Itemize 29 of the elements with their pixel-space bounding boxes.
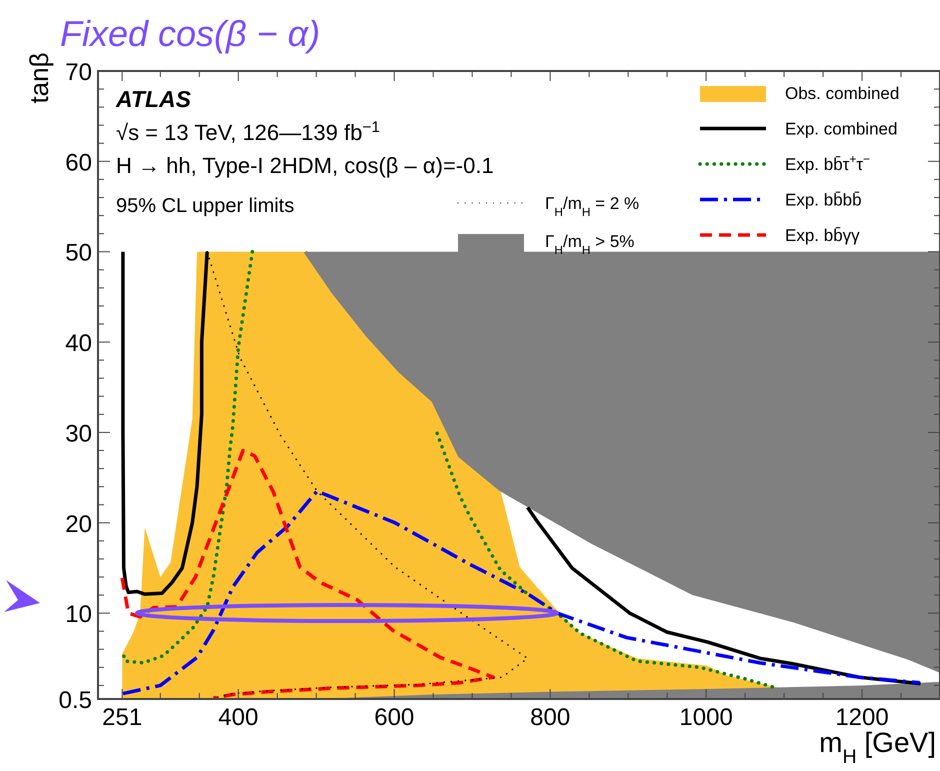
y-axis-title: tanβ [24, 52, 54, 104]
y-tick-label: 40 [65, 330, 92, 358]
y-tick-label: 30 [65, 420, 92, 448]
x-tick-label: 251 [102, 704, 142, 731]
x-tick-label: 400 [218, 704, 258, 731]
legend-label: Obs. combined [785, 84, 900, 103]
y-tick-label: 50 [65, 240, 92, 267]
line-series [121, 489, 922, 696]
legend-label: Γ$_{H}$/m$_{H}$ > 5% [545, 232, 634, 257]
chart-title: Fixed cos(β − α) [60, 13, 320, 54]
x-tick-label: 600 [374, 704, 414, 731]
y-tick-label: 70 [65, 59, 92, 86]
legend-label: Γ$_{H}$/m$_{H}$ = 2 % [545, 194, 640, 219]
legend-label: Exp. bb̄τ$^{+}$τ$^{−}$ [785, 152, 870, 174]
y-tick-label: 20 [65, 510, 92, 538]
y-tick-label: 10 [65, 601, 92, 628]
annotation: ATLAS [115, 86, 192, 112]
x-tick-label: 1000 [679, 704, 733, 731]
legend-label: Exp. combined [785, 120, 898, 138]
x-tick-label: 800 [530, 704, 570, 731]
annotation: H → hh, Type-I 2HDM, cos(β – α)=-0.1 [116, 153, 494, 178]
y-tick-label: 60 [65, 149, 92, 176]
legend-label: Exp. bb̄γγ [785, 226, 860, 245]
line-series [120, 448, 496, 699]
legend-label: Exp. bb̄bb̄ [785, 190, 862, 210]
line-series [121, 250, 254, 665]
y-tick-label: 0.5 [58, 687, 92, 714]
annotation: 95% CL upper limits [116, 195, 294, 217]
annotation: √s = 13 TeV, 126—139 fb$^{−1}$ [116, 118, 380, 145]
